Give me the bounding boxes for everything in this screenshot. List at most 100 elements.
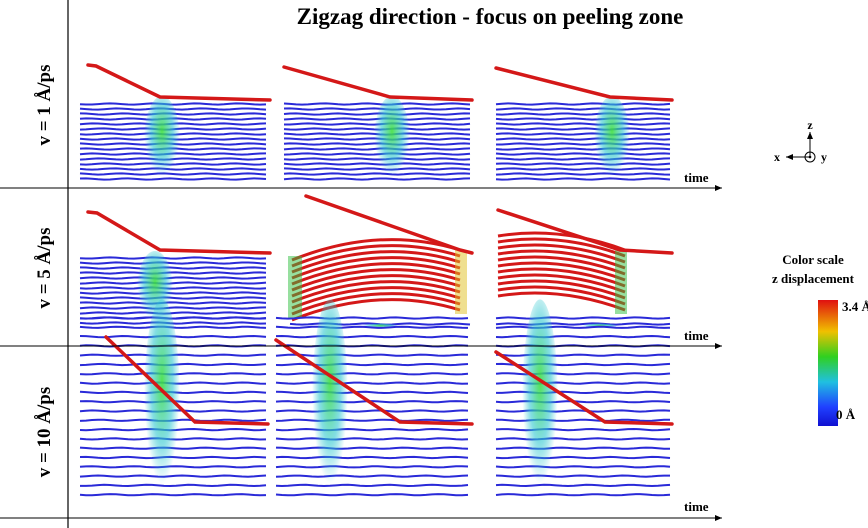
- flake: [284, 67, 472, 100]
- layer: [80, 262, 266, 263]
- row-label: v = 1 Å/ps: [34, 64, 55, 145]
- layer: [496, 383, 670, 384]
- layer: [496, 373, 670, 374]
- layer: [80, 302, 266, 303]
- axes-icon: z x y: [774, 118, 827, 164]
- layer: [276, 355, 468, 356]
- layer: [276, 392, 468, 393]
- layer: [80, 485, 266, 486]
- hot-zone: [312, 299, 348, 504]
- scale-title: z displacement: [772, 271, 855, 286]
- layer: [276, 494, 468, 495]
- layer: [496, 103, 670, 104]
- layer: [276, 448, 468, 449]
- layer: [276, 476, 468, 477]
- layer: [496, 323, 670, 324]
- layer: [496, 143, 670, 144]
- layer: [496, 476, 670, 477]
- layer: [276, 364, 468, 365]
- flake: [88, 212, 270, 253]
- title: Zigzag direction - focus on peeling zone: [297, 4, 684, 29]
- layer: [496, 466, 670, 467]
- time-label: time: [684, 499, 709, 514]
- layer: [276, 438, 468, 439]
- layer: [80, 272, 266, 273]
- figure: Zigzag direction - focus on peeling zone…: [0, 0, 868, 528]
- axis-label: z: [807, 118, 813, 132]
- layer: [496, 485, 670, 486]
- hot-zone: [522, 299, 558, 504]
- layer: [284, 108, 470, 109]
- layer: [496, 133, 670, 134]
- layer: [496, 118, 670, 119]
- axis-label: x: [774, 150, 780, 164]
- flake: [88, 65, 270, 100]
- hot-zone: [144, 96, 180, 184]
- layer: [496, 457, 670, 458]
- layer: [496, 429, 670, 430]
- scale-min: 0 Å: [836, 407, 856, 422]
- layer: [284, 113, 470, 114]
- layer: [80, 267, 266, 268]
- layer: [276, 466, 468, 467]
- layer: [496, 494, 670, 495]
- row-label: v = 10 Å/ps: [34, 387, 55, 478]
- time-label: time: [684, 328, 709, 343]
- edge-zone: [455, 250, 467, 314]
- edge-zone: [288, 256, 302, 318]
- layer: [80, 292, 266, 293]
- layer: [80, 277, 266, 278]
- layer: [80, 317, 266, 318]
- layer: [276, 457, 468, 458]
- layer: [496, 327, 670, 328]
- layer: [276, 420, 468, 421]
- edge-zone: [615, 250, 627, 314]
- lifted-layer: [498, 293, 625, 310]
- scale-max: 3.4 Å: [842, 299, 868, 314]
- layer: [284, 178, 470, 179]
- layer: [80, 307, 266, 308]
- layer: [284, 168, 470, 169]
- layer: [284, 103, 470, 104]
- layer: [496, 163, 670, 164]
- layer: [276, 327, 468, 328]
- layer: [80, 297, 266, 298]
- layer: [496, 113, 670, 114]
- layer: [496, 420, 670, 421]
- hot-zone: [594, 96, 630, 184]
- layer: [496, 128, 670, 129]
- layer: [496, 123, 670, 124]
- layer: [80, 287, 266, 288]
- layer: [496, 364, 670, 365]
- layer: [80, 178, 266, 179]
- layer: [496, 355, 670, 356]
- layer: [276, 485, 468, 486]
- flake: [496, 68, 672, 100]
- layer: [496, 153, 670, 154]
- layer: [496, 173, 670, 174]
- layer: [276, 336, 468, 337]
- layer: [496, 438, 670, 439]
- layer: [80, 103, 266, 104]
- hot-zone: [374, 96, 410, 184]
- scale-title: Color scale: [782, 252, 844, 267]
- layer: [496, 178, 670, 179]
- layer: [496, 317, 670, 318]
- layer: [276, 373, 468, 374]
- layer: [284, 173, 470, 174]
- row-label: v = 5 Å/ps: [34, 227, 55, 308]
- layer: [496, 168, 670, 169]
- layer: [496, 336, 670, 337]
- layer: [276, 383, 468, 384]
- color-bar: [818, 300, 838, 426]
- layer: [276, 429, 468, 430]
- layer: [80, 312, 266, 313]
- panels: [80, 65, 672, 504]
- layer: [496, 158, 670, 159]
- layer: [496, 108, 670, 109]
- layer: [496, 148, 670, 149]
- layer: [276, 410, 468, 411]
- time-label: time: [684, 170, 709, 185]
- layer: [276, 317, 468, 318]
- layer: [496, 448, 670, 449]
